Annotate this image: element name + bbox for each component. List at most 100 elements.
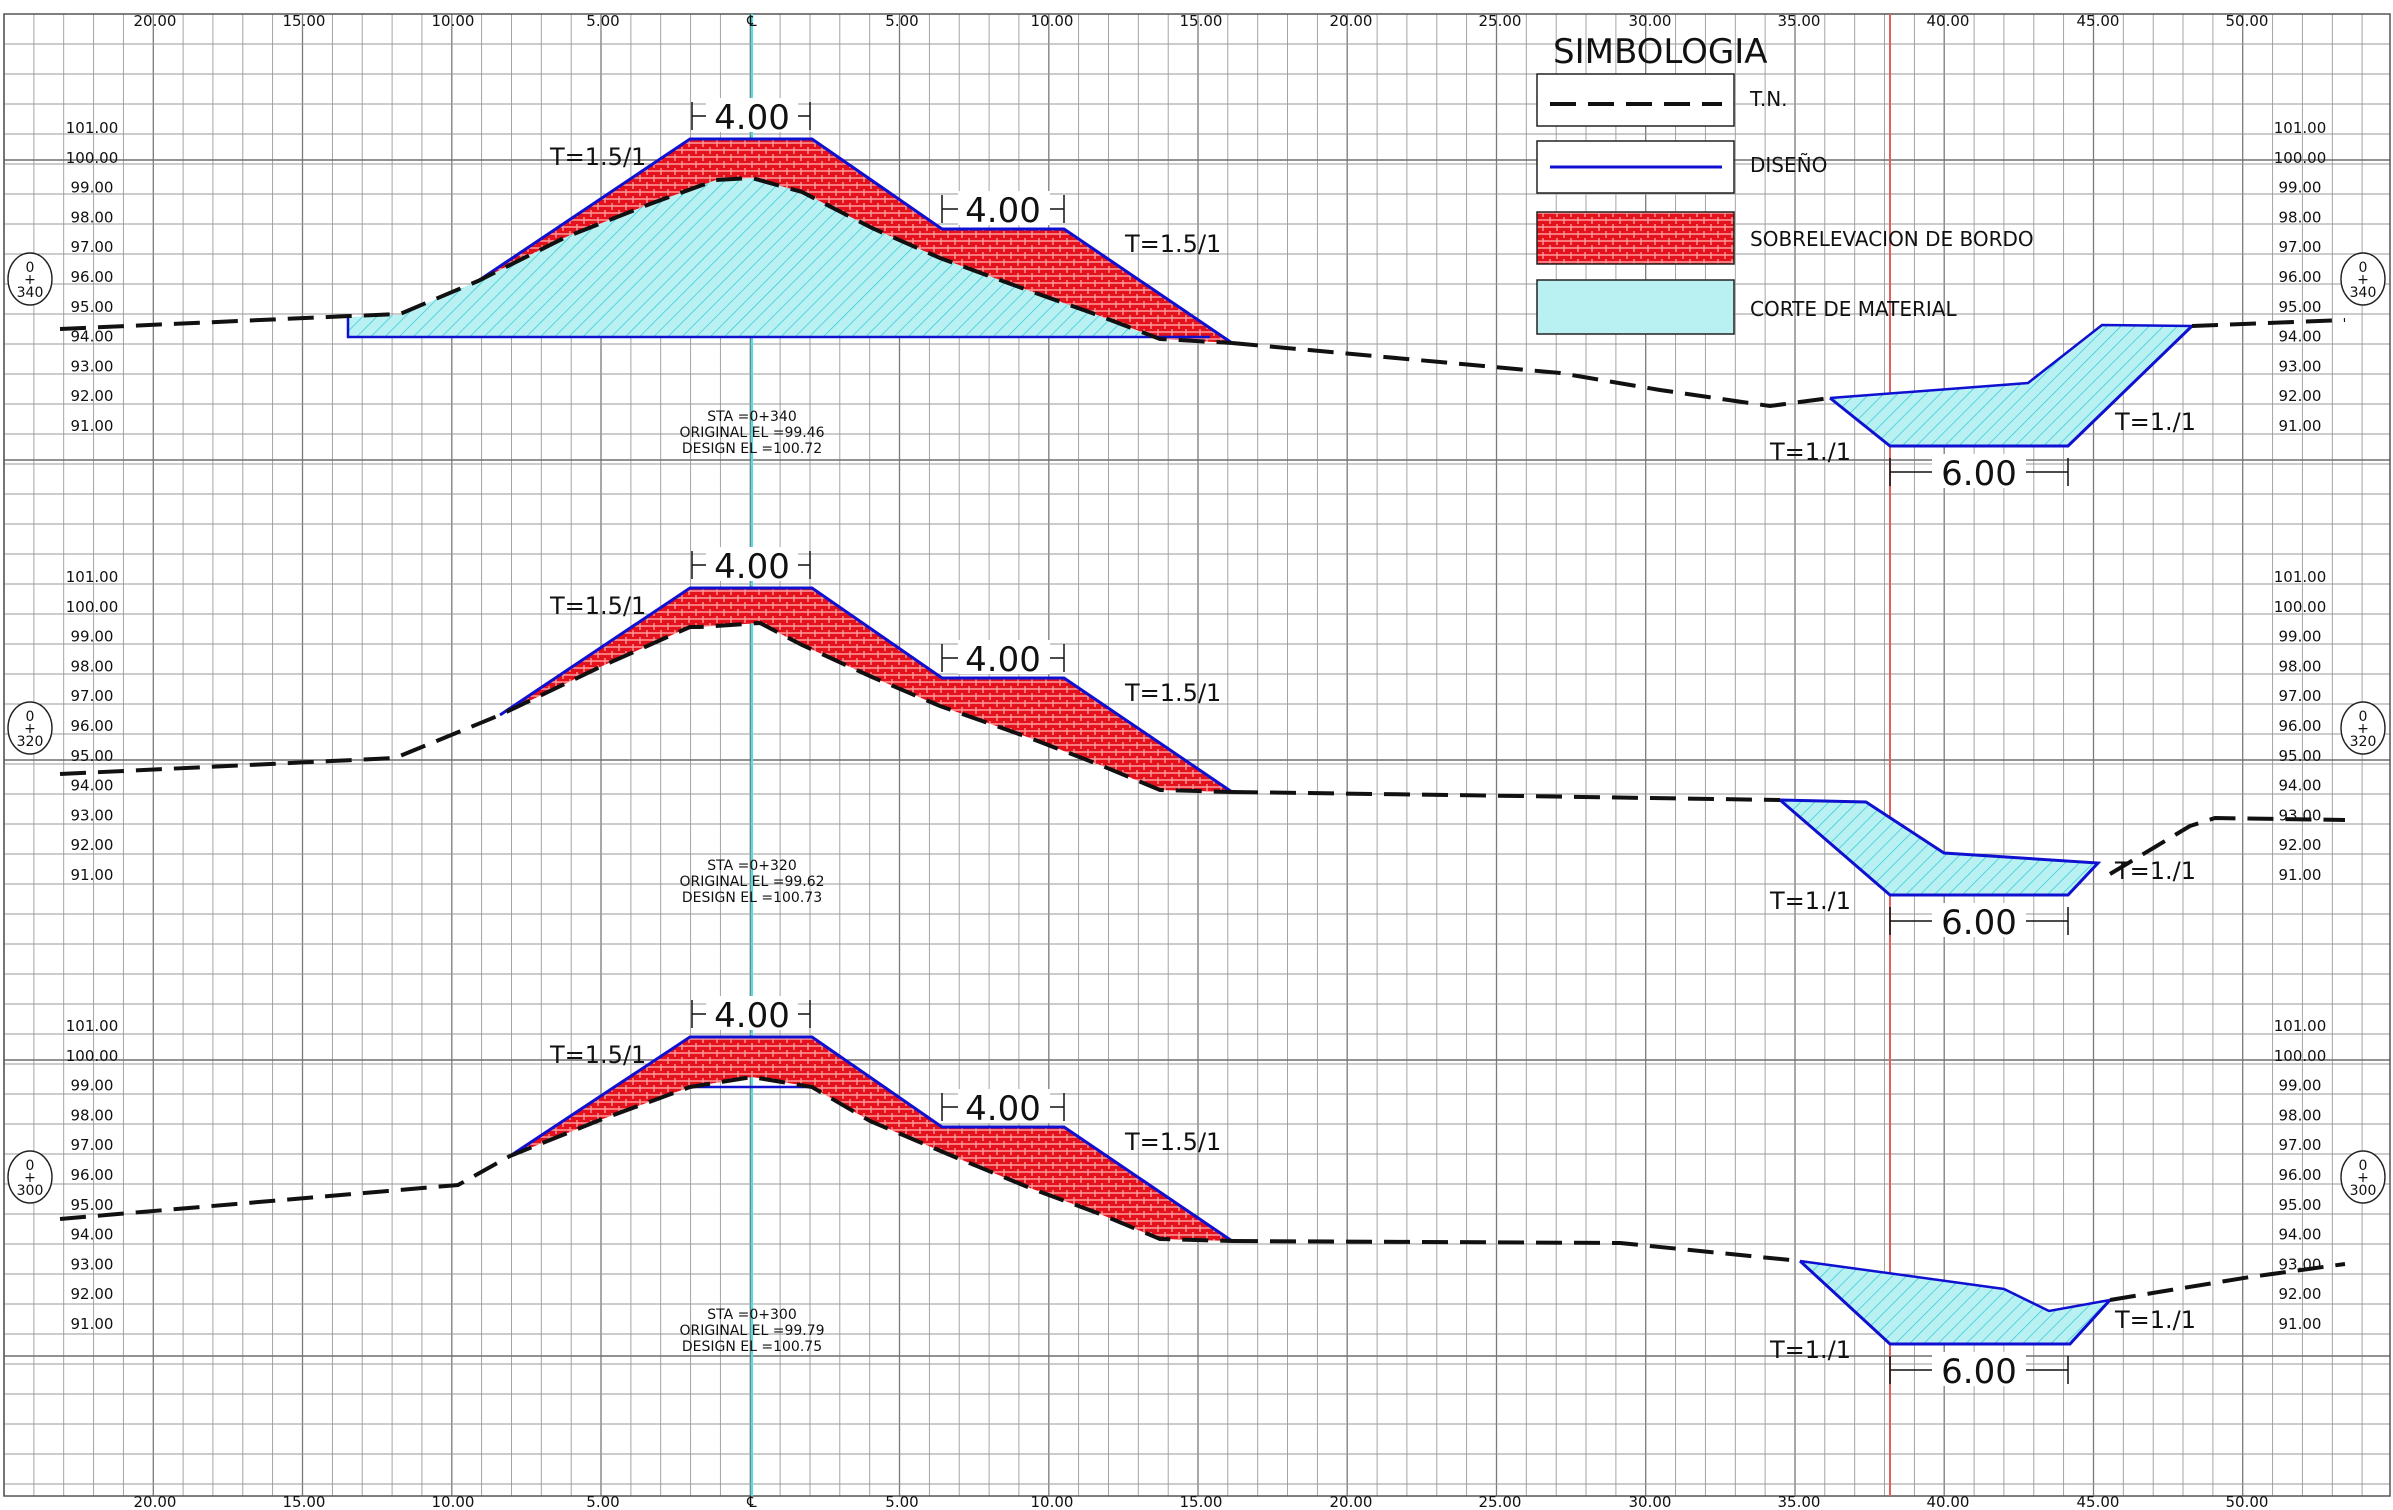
station-marker-top: 0 (26, 1158, 35, 1174)
x-tick-label-top: 35.00 (1778, 12, 1821, 30)
x-tick-label-top: 25.00 (1479, 12, 1522, 30)
design-channel-line (1779, 798, 2102, 897)
natural-ground-line (1231, 790, 1781, 802)
slope-label-right: T=1.5/1 (1124, 230, 1221, 258)
slope-label-channel-left: T=1./1 (1769, 1336, 1851, 1364)
dimension-berm-width: 4.00 (965, 640, 1041, 680)
elevation-label-right: 99.00 (2279, 179, 2322, 197)
dimension-text-bg (958, 640, 1050, 674)
station-info-sta: STA =0+340 (707, 409, 796, 425)
elevation-label-right: 95.00 (2279, 747, 2322, 765)
elevation-label-right: 91.00 (2279, 866, 2322, 884)
elevation-label-left: 100.00 (66, 149, 119, 167)
elevation-label-right: 101.00 (2274, 119, 2327, 137)
dimension-berm-width: 4.00 (965, 1089, 1041, 1129)
station-info-sta: STA =0+320 (707, 858, 796, 874)
design-dike-line (477, 137, 1233, 345)
slope-label-right: T=1.5/1 (1124, 679, 1221, 707)
elevation-label-left: 96.00 (71, 268, 114, 286)
x-tick-label-bottom: 20.00 (134, 1493, 177, 1510)
sobrelevacion-area (478, 139, 1232, 343)
elevation-label-right: 97.00 (2279, 1136, 2322, 1154)
dimension-text-bg (958, 191, 1050, 225)
elevation-label-right: 91.00 (2279, 1315, 2322, 1333)
x-tick-label-bottom: 15.00 (1180, 1493, 1223, 1510)
slope-label-channel-right: T=1./1 (2114, 1306, 2196, 1334)
x-axis-top: 20.00 15.00 10.00 5.00 ℄ 5.00 10.00 15.00 20.00 2… (134, 12, 2269, 30)
station-marker-plus: + (2357, 1170, 2369, 1186)
dimension-berm-width: 4.00 (965, 191, 1041, 231)
station-marker-left (7, 1150, 53, 1204)
dimension-channel-width: 6.00 (1941, 903, 2017, 943)
station-marker-right (2340, 1150, 2386, 1204)
x-tick-label-top: ℄ (746, 12, 757, 30)
elevation-label-left: 101.00 (66, 119, 119, 137)
x-tick-label-bottom: 5.00 (586, 1493, 619, 1510)
slope-label-channel-right: T=1./1 (2114, 408, 2196, 436)
x-tick-label-top: 40.00 (1927, 12, 1970, 30)
elevation-label-left: 97.00 (71, 238, 114, 256)
elevation-label-right: 99.00 (2279, 628, 2322, 646)
x-tick-label-top: 5.00 (586, 12, 619, 30)
legend-label-corte: CORTE DE MATERIAL (1750, 297, 1957, 321)
x-axis-bottom: 20.00 15.00 10.00 5.00 ℄ 5.00 10.00 15.00 20.00 2… (134, 1493, 2269, 1510)
elevation-label-left: 96.00 (71, 1166, 114, 1184)
dimension-text-bg (706, 547, 798, 581)
natural-ground-line (59, 1074, 1233, 1243)
station-info-original-el: ORIGINAL EL =99.79 (679, 1323, 824, 1339)
elevation-label-right: 98.00 (2279, 208, 2322, 226)
elevation-label-left: 93.00 (71, 357, 114, 375)
elevation-label-left: 95.00 (71, 298, 114, 316)
legend-box-tn (1536, 73, 1735, 127)
elevation-label-left: 99.00 (71, 628, 114, 646)
design-channel-line (1798, 1259, 2112, 1346)
x-tick-label-top: 10.00 (432, 12, 475, 30)
legend-box-sobrelevacion (1536, 211, 1735, 265)
elevation-label-right: 94.00 (2279, 777, 2322, 795)
station-marker-plus: + (24, 721, 36, 737)
station-info-original-el: ORIGINAL EL =99.46 (679, 425, 824, 441)
design-channel-upper-line (1799, 1259, 2111, 1313)
elevation-label-right: 96.00 (2279, 1166, 2322, 1184)
legend-title: SIMBOLOGIA (1553, 32, 1768, 72)
station-marker-top: 0 (26, 260, 35, 276)
natural-ground-line (1231, 341, 1831, 409)
elevation-label-right: 98.00 (2279, 1106, 2322, 1124)
station-marker-top: 0 (26, 709, 35, 725)
x-tick-label-top: 15.00 (283, 12, 326, 30)
station-marker-number: 300 (2350, 1183, 2377, 1199)
x-tick-label-top: 45.00 (2077, 12, 2120, 30)
slope-label-channel-right: T=1./1 (2114, 857, 2196, 885)
slope-label-left: T=1.5/1 (549, 592, 646, 620)
elevation-label-right: 100.00 (2274, 1047, 2327, 1065)
x-tick-label-bottom: 50.00 (2226, 1493, 2269, 1510)
x-tick-label-top: 15.00 (1180, 12, 1223, 30)
elevation-label-right: 93.00 (2279, 806, 2322, 824)
elevation-label-right: 101.00 (2274, 568, 2327, 586)
x-tick-label-bottom: 10.00 (432, 1493, 475, 1510)
elevation-label-left: 91.00 (71, 417, 114, 435)
design-base-line (346, 317, 1210, 339)
elevation-label-right: 100.00 (2274, 149, 2327, 167)
dimension-text-bg (1932, 454, 2026, 488)
station-marker-number: 340 (17, 285, 44, 301)
sheet-border (3, 13, 2391, 1497)
x-tick-label-top: 10.00 (1031, 12, 1074, 30)
design-channel-upper-line (1829, 323, 2193, 400)
station-marker-top: 0 (2359, 260, 2368, 276)
station-marker-left (7, 252, 53, 306)
legend-label-tn: T.N. (1749, 87, 1788, 111)
legend: SIMBOLOGIA T.N. DISEÑO SOBRELEVACION DE … (1536, 32, 2034, 335)
x-tick-label-top: 20.00 (1330, 12, 1373, 30)
station-info-design-el: DESIGN EL =100.73 (682, 890, 822, 906)
x-tick-label-bottom: 45.00 (2077, 1493, 2120, 1510)
station-marker-top: 0 (2359, 709, 2368, 725)
dimension-crest-width: 4.00 (714, 547, 790, 587)
dimension-channel-width: 6.00 (1941, 1352, 2017, 1392)
dimension-text-bg (706, 98, 798, 132)
dimension-text-bg (706, 996, 798, 1030)
x-tick-label-bottom: 35.00 (1778, 1493, 1821, 1510)
elevation-label-right: 95.00 (2279, 298, 2322, 316)
